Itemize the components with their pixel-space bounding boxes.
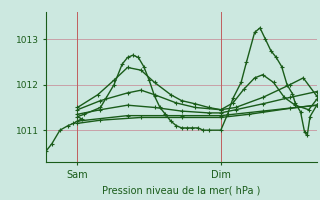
X-axis label: Pression niveau de la mer( hPa ): Pression niveau de la mer( hPa ) [102, 185, 261, 195]
